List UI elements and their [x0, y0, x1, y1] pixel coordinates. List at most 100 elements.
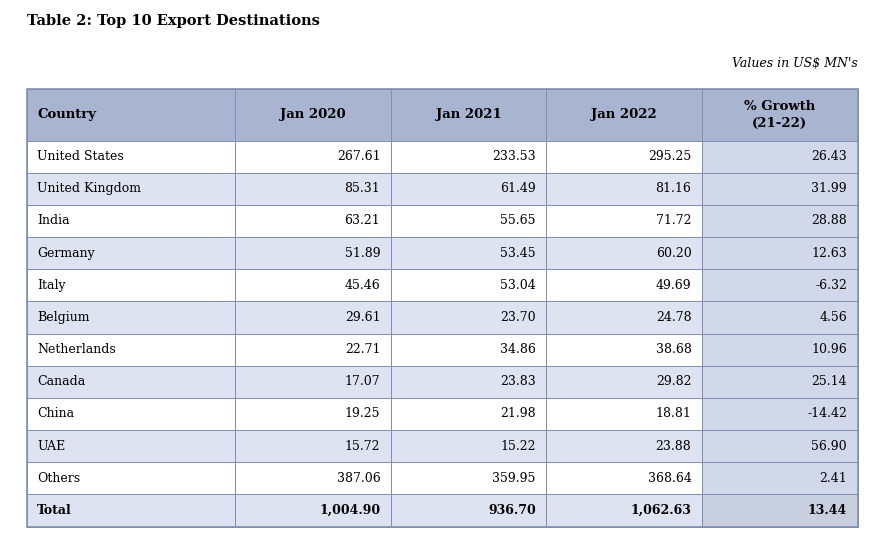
Text: Belgium: Belgium — [37, 311, 89, 324]
Bar — [547, 398, 702, 430]
Bar — [235, 301, 391, 334]
Bar — [547, 398, 702, 430]
Bar — [547, 462, 702, 494]
Bar — [391, 301, 547, 334]
Text: 56.90: 56.90 — [812, 440, 847, 453]
Bar — [391, 462, 547, 494]
Bar — [235, 398, 391, 430]
Bar — [702, 494, 858, 526]
Bar — [235, 430, 391, 462]
Text: 295.25: 295.25 — [648, 150, 691, 163]
Bar — [27, 462, 235, 494]
Bar — [235, 173, 391, 205]
Bar — [27, 237, 235, 269]
Bar — [547, 334, 702, 366]
Bar — [235, 237, 391, 269]
Text: 10.96: 10.96 — [812, 343, 847, 356]
Text: 22.71: 22.71 — [345, 343, 381, 356]
Text: 61.49: 61.49 — [500, 183, 536, 195]
Text: 31.99: 31.99 — [812, 183, 847, 195]
Bar — [702, 237, 858, 269]
Bar — [547, 366, 702, 398]
Bar — [702, 89, 858, 140]
Bar — [547, 430, 702, 462]
Bar — [27, 89, 858, 526]
Bar — [27, 366, 235, 398]
Bar — [27, 89, 235, 140]
Bar — [702, 398, 858, 430]
Bar — [235, 269, 391, 301]
Bar — [27, 269, 235, 301]
Bar — [702, 398, 858, 430]
Bar — [27, 334, 235, 366]
Bar — [702, 301, 858, 334]
Text: 71.72: 71.72 — [656, 214, 691, 227]
Text: 15.22: 15.22 — [500, 440, 536, 453]
Bar — [702, 462, 858, 494]
Bar — [547, 301, 702, 334]
Text: Total: Total — [37, 504, 72, 517]
Text: 49.69: 49.69 — [656, 279, 691, 292]
Bar — [391, 398, 547, 430]
Bar — [27, 173, 235, 205]
Bar — [702, 366, 858, 398]
Bar — [702, 269, 858, 301]
Bar — [547, 205, 702, 237]
Text: 60.20: 60.20 — [656, 247, 691, 260]
Bar — [235, 366, 391, 398]
Bar — [702, 140, 858, 173]
Text: 12.63: 12.63 — [812, 247, 847, 260]
Bar — [547, 269, 702, 301]
Text: 936.70: 936.70 — [489, 504, 536, 517]
Bar — [27, 140, 235, 173]
Text: Values in US$ MN's: Values in US$ MN's — [732, 57, 858, 70]
Bar — [235, 205, 391, 237]
Bar — [391, 205, 547, 237]
Text: 29.61: 29.61 — [344, 311, 381, 324]
Bar — [27, 430, 235, 462]
Text: 387.06: 387.06 — [336, 472, 381, 485]
Text: -14.42: -14.42 — [807, 408, 847, 421]
Text: Italy: Italy — [37, 279, 65, 292]
Bar — [27, 301, 235, 334]
Bar — [27, 398, 235, 430]
Text: 25.14: 25.14 — [812, 375, 847, 388]
Text: 29.82: 29.82 — [656, 375, 691, 388]
Bar — [547, 301, 702, 334]
Text: 359.95: 359.95 — [492, 472, 536, 485]
Bar — [391, 89, 547, 140]
Bar — [235, 269, 391, 301]
Text: 267.61: 267.61 — [336, 150, 381, 163]
Bar — [27, 494, 235, 526]
Text: 23.83: 23.83 — [500, 375, 536, 388]
Bar — [391, 173, 547, 205]
Bar — [27, 173, 235, 205]
Bar — [27, 398, 235, 430]
Bar — [235, 334, 391, 366]
Bar — [391, 301, 547, 334]
Bar — [702, 205, 858, 237]
Bar — [391, 334, 547, 366]
Bar — [235, 334, 391, 366]
Text: 34.86: 34.86 — [500, 343, 536, 356]
Text: 53.45: 53.45 — [500, 247, 536, 260]
Bar — [27, 494, 235, 526]
Bar — [391, 237, 547, 269]
Bar — [391, 237, 547, 269]
Text: Canada: Canada — [37, 375, 86, 388]
Bar — [27, 301, 235, 334]
Bar — [235, 366, 391, 398]
Text: 19.25: 19.25 — [345, 408, 381, 421]
Bar — [235, 430, 391, 462]
Bar — [702, 140, 858, 173]
Bar — [391, 366, 547, 398]
Text: UAE: UAE — [37, 440, 65, 453]
Bar — [702, 173, 858, 205]
Bar — [547, 494, 702, 526]
Text: -6.32: -6.32 — [815, 279, 847, 292]
Bar — [27, 269, 235, 301]
Bar — [391, 462, 547, 494]
Text: 18.81: 18.81 — [656, 408, 691, 421]
Text: Jan 2021: Jan 2021 — [435, 109, 502, 122]
Text: Jan 2020: Jan 2020 — [281, 109, 346, 122]
